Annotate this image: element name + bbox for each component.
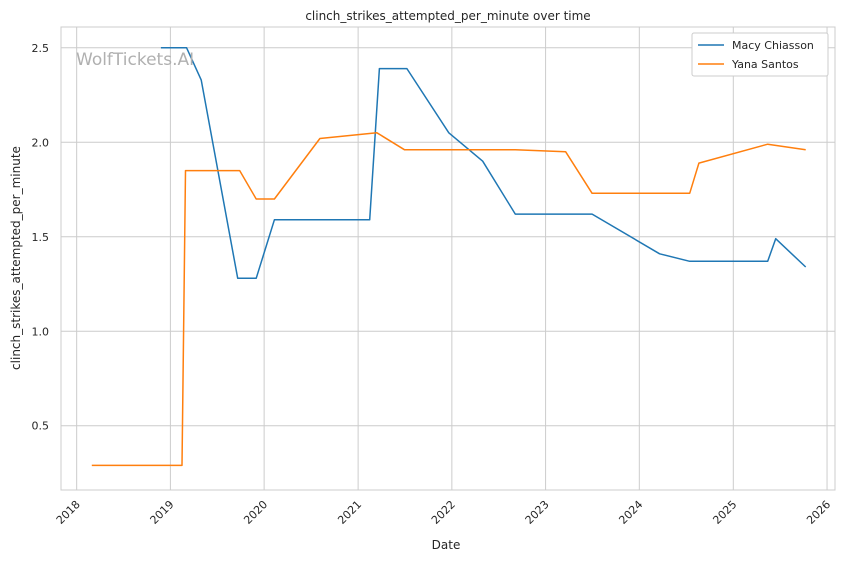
legend-label-macy-chiasson: Macy Chiasson <box>732 39 814 52</box>
y-tick-label: 2.0 <box>32 136 50 149</box>
x-tick-label: 2024 <box>616 498 645 527</box>
grid <box>61 27 835 490</box>
x-tick-label: 2021 <box>335 498 364 527</box>
x-tick-label: 2019 <box>148 498 177 527</box>
chart-title: clinch_strikes_attempted_per_minute over… <box>305 9 590 23</box>
watermark: WolfTickets.AI <box>76 50 194 70</box>
legend-label-yana-santos: Yana Santos <box>731 58 799 71</box>
legend-box <box>691 32 829 77</box>
x-tick-label: 2018 <box>54 498 83 527</box>
x-axis-ticks: 2018 2019 2020 2021 2022 2023 2024 2025 2026 <box>54 498 833 527</box>
x-tick-label: 2020 <box>241 498 270 527</box>
y-axis-label: clinch_strikes_attempted_per_minute <box>9 146 23 370</box>
series-line-macy-chiasson <box>160 47 807 280</box>
series-line-yana-santos <box>91 132 806 467</box>
y-tick-label: 1.0 <box>32 325 50 338</box>
y-tick-label: 2.5 <box>32 42 50 55</box>
x-tick-label: 2022 <box>429 498 458 527</box>
x-axis-label: Date <box>432 538 461 552</box>
plot-area <box>60 26 836 491</box>
y-axis-ticks: 0.5 1.0 1.5 2.0 2.5 <box>32 42 50 433</box>
y-tick-label: 1.5 <box>32 231 50 244</box>
legend: Macy Chiasson Yana Santos <box>691 32 829 77</box>
x-tick-label: 2025 <box>710 498 739 527</box>
x-tick-label: 2023 <box>523 498 552 527</box>
y-tick-label: 0.5 <box>32 420 50 433</box>
x-tick-label: 2026 <box>804 498 833 527</box>
series-group <box>91 47 807 467</box>
